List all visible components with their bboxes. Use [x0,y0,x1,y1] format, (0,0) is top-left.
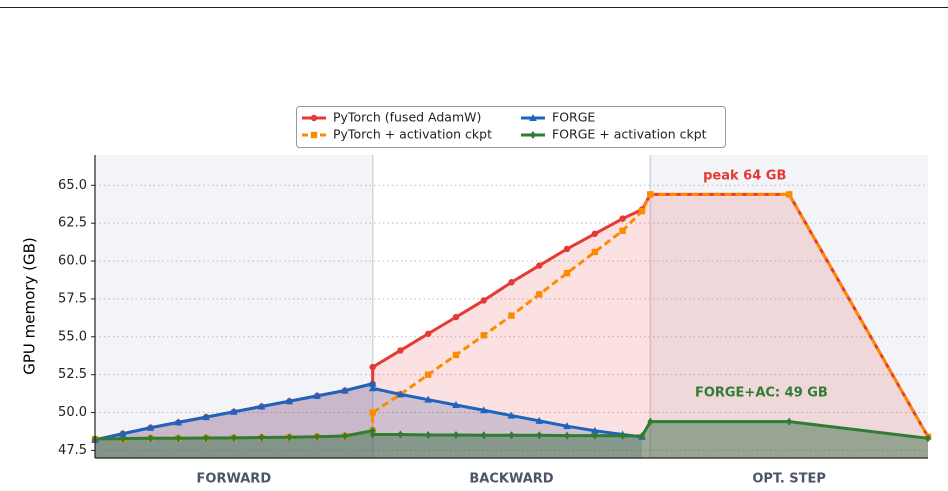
marker [424,395,432,403]
marker [508,279,515,286]
marker [619,227,626,234]
marker [563,422,571,430]
marker [452,313,460,321]
marker [452,430,459,439]
marker [310,131,318,139]
legend-label: FORGE [552,110,595,125]
y-tick-label: 57.5 [58,291,87,306]
y-axis-label: GPU memory (GB) [21,237,39,374]
marker [174,418,183,426]
marker [341,432,348,441]
marker [925,434,931,443]
marker [425,371,432,378]
y-tick-label: 55.0 [58,329,87,344]
marker [313,391,321,399]
marker [397,347,404,354]
legend-label: FORGE + activation ckpt [552,127,707,142]
y-tick-label: 62.5 [58,216,87,231]
marker [591,431,598,440]
marker [285,397,294,405]
region-label: FORWARD [197,472,272,487]
annotation: FORGE+AC: 49 GB [695,385,828,400]
marker [591,426,599,434]
legend-label: PyTorch (fused AdamW) [333,110,481,125]
marker [369,409,376,416]
marker [203,434,210,443]
marker [397,430,404,439]
marker [564,431,571,440]
marker [230,407,238,415]
marker [507,411,516,419]
marker [310,114,318,122]
marker [118,429,127,437]
marker [536,291,543,298]
marker [396,390,405,398]
marker [480,332,487,339]
y-tick-label: 52.5 [58,367,87,382]
annotation: peak 64 GB [703,169,786,184]
marker [563,269,571,277]
marker [619,431,626,440]
marker [480,297,487,304]
marker [425,330,432,337]
marker [530,131,536,139]
marker [479,406,488,414]
marker [368,379,377,387]
marker [257,402,266,410]
area-fill [95,421,928,458]
legend-label: PyTorch + activation ckpt [333,127,492,142]
marker [508,312,515,319]
marker [425,430,432,439]
y-tick-label: 50.0 [58,405,87,420]
marker [591,248,598,256]
y-tick-label: 47.5 [58,443,87,458]
marker [647,191,654,198]
marker [147,434,154,443]
marker [369,430,376,439]
region-label: BACKWARD [469,472,553,487]
marker [536,262,543,269]
marker [639,432,646,441]
marker [175,434,182,443]
marker [647,417,654,426]
legend: PyTorch (fused AdamW) PyTorch + activatio… [296,106,726,148]
marker [786,417,793,426]
marker [480,431,487,440]
region-shade [95,155,373,458]
marker [452,351,460,359]
marker [119,434,126,443]
region-shade [650,155,928,458]
marker [529,114,537,121]
y-tick-label: 60.0 [58,254,87,269]
marker [369,363,376,371]
marker [202,413,210,421]
marker [619,215,626,222]
marker [314,432,321,441]
y-tick-label: 65.0 [58,178,87,193]
area-fill [95,194,928,458]
marker [258,433,265,442]
marker [536,431,543,440]
region-label: OPT. STEP [752,472,826,487]
marker [368,384,377,392]
marker [146,423,155,431]
marker [785,191,793,198]
marker [452,400,460,408]
marker [591,230,598,237]
marker [563,245,571,253]
marker [638,207,646,215]
marker [230,433,237,442]
marker [535,416,544,424]
marker [508,431,515,440]
legend-box [296,106,726,148]
marker [341,386,349,394]
marker [286,433,293,442]
